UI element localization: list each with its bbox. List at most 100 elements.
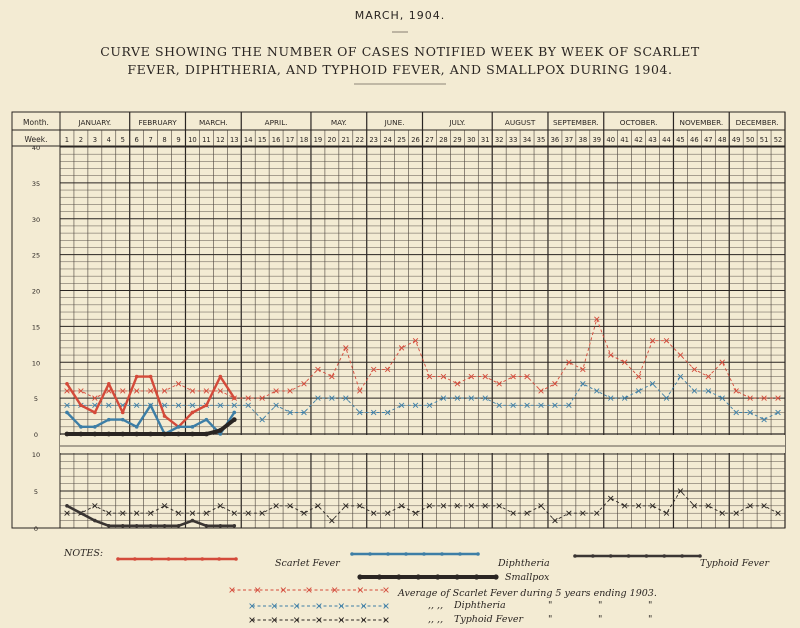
week-label: 37 [565, 136, 574, 144]
week-label: 36 [551, 136, 560, 144]
data-point [259, 510, 265, 516]
data-point [120, 523, 125, 528]
legend-marker [368, 552, 372, 556]
legend-marker [166, 557, 171, 561]
data-point [93, 518, 97, 523]
data-point [733, 388, 739, 394]
legend-marker [454, 574, 460, 580]
data-point [412, 510, 419, 516]
y-tick-label: 5 [34, 395, 38, 403]
week-label: 34 [523, 136, 532, 144]
week-label: 11 [202, 136, 211, 144]
data-point [426, 503, 433, 509]
notes-legend: NOTES: Scarlet Fever Diphtheria Typhoid … [63, 548, 770, 625]
data-point [134, 431, 140, 437]
legend-marker [133, 557, 137, 561]
scarlet-line [65, 375, 236, 428]
data-point [65, 410, 69, 415]
legend-marker [440, 552, 444, 556]
data-point [64, 402, 70, 409]
legend-marker [229, 587, 235, 593]
data-point [232, 410, 237, 415]
data-point [134, 425, 139, 429]
legend-marker [306, 587, 312, 593]
month-label: OCTOBER. [620, 118, 658, 127]
data-point [621, 395, 628, 401]
data-point [370, 366, 377, 373]
chart-title-line-2: FEVER, DIPHTHERIA, AND TYPHOID FEVER, AN… [127, 62, 673, 77]
y-tick-label: 5 [34, 488, 38, 496]
data-point [301, 409, 307, 416]
data-point [775, 409, 781, 416]
week-label: 10 [188, 136, 197, 144]
legend-marker [200, 557, 205, 561]
data-point [120, 510, 126, 516]
data-point [398, 503, 405, 509]
data-point [649, 381, 656, 387]
week-label: 47 [704, 136, 713, 144]
legend-avg-diphtheria-ditto: ,, ,, [428, 600, 443, 611]
y-tick-label: 10 [32, 451, 40, 459]
legend-marker [338, 603, 345, 609]
week-label: 51 [760, 136, 769, 144]
legend-marker [357, 574, 363, 580]
week-label: 38 [579, 136, 588, 144]
data-point [120, 431, 126, 437]
week-label: 50 [746, 136, 755, 144]
data-point [733, 409, 739, 416]
week-label: 35 [537, 136, 546, 144]
data-point [510, 373, 516, 380]
legend-marker [383, 617, 389, 623]
legend-marker [316, 617, 322, 623]
legend-marker [422, 552, 426, 556]
week-label: 7 [148, 136, 152, 144]
data-point [175, 381, 182, 387]
data-point [566, 402, 572, 409]
data-point [64, 510, 70, 516]
legend-marker [415, 574, 421, 580]
data-point [705, 373, 712, 380]
data-point [719, 510, 725, 516]
week-label: 31 [481, 136, 490, 144]
data-point [176, 431, 181, 437]
data-point [747, 409, 753, 416]
data-point [287, 409, 293, 416]
data-point [176, 425, 181, 429]
month-label: NOVEMBER. [679, 118, 723, 127]
data-point [273, 503, 279, 509]
data-point [608, 395, 614, 401]
data-point [761, 416, 767, 423]
week-label: 9 [176, 136, 180, 144]
data-point [148, 374, 153, 379]
week-label: 3 [93, 136, 97, 144]
data-point [232, 523, 237, 528]
legend-marker [458, 552, 462, 556]
data-point [608, 495, 614, 502]
data-point [232, 396, 237, 400]
data-point [580, 381, 586, 387]
legend-marker [249, 617, 255, 623]
data-point [106, 510, 112, 516]
data-point [120, 417, 125, 422]
data-point [594, 510, 600, 516]
legend-marker [116, 557, 120, 561]
data-point [217, 388, 224, 394]
data-point [259, 416, 265, 423]
data-point [719, 395, 725, 401]
week-label: 24 [383, 136, 392, 144]
data-point [133, 510, 140, 516]
y-tick-label: 15 [32, 323, 40, 331]
data-point [148, 523, 153, 528]
data-point [106, 402, 112, 409]
data-point [747, 503, 753, 509]
week-label: 18 [300, 136, 309, 144]
week-label: 46 [690, 136, 699, 144]
data-point [190, 518, 195, 523]
week-label: 43 [648, 136, 657, 144]
legend-marker [680, 554, 684, 558]
panel-gap [60, 435, 785, 453]
ditto-mark: " [548, 614, 552, 625]
data-point [287, 388, 293, 394]
legend-avg-scarlet-label: Average of Scarlet Fever during 5 years … [397, 588, 657, 599]
data-point [161, 503, 168, 509]
